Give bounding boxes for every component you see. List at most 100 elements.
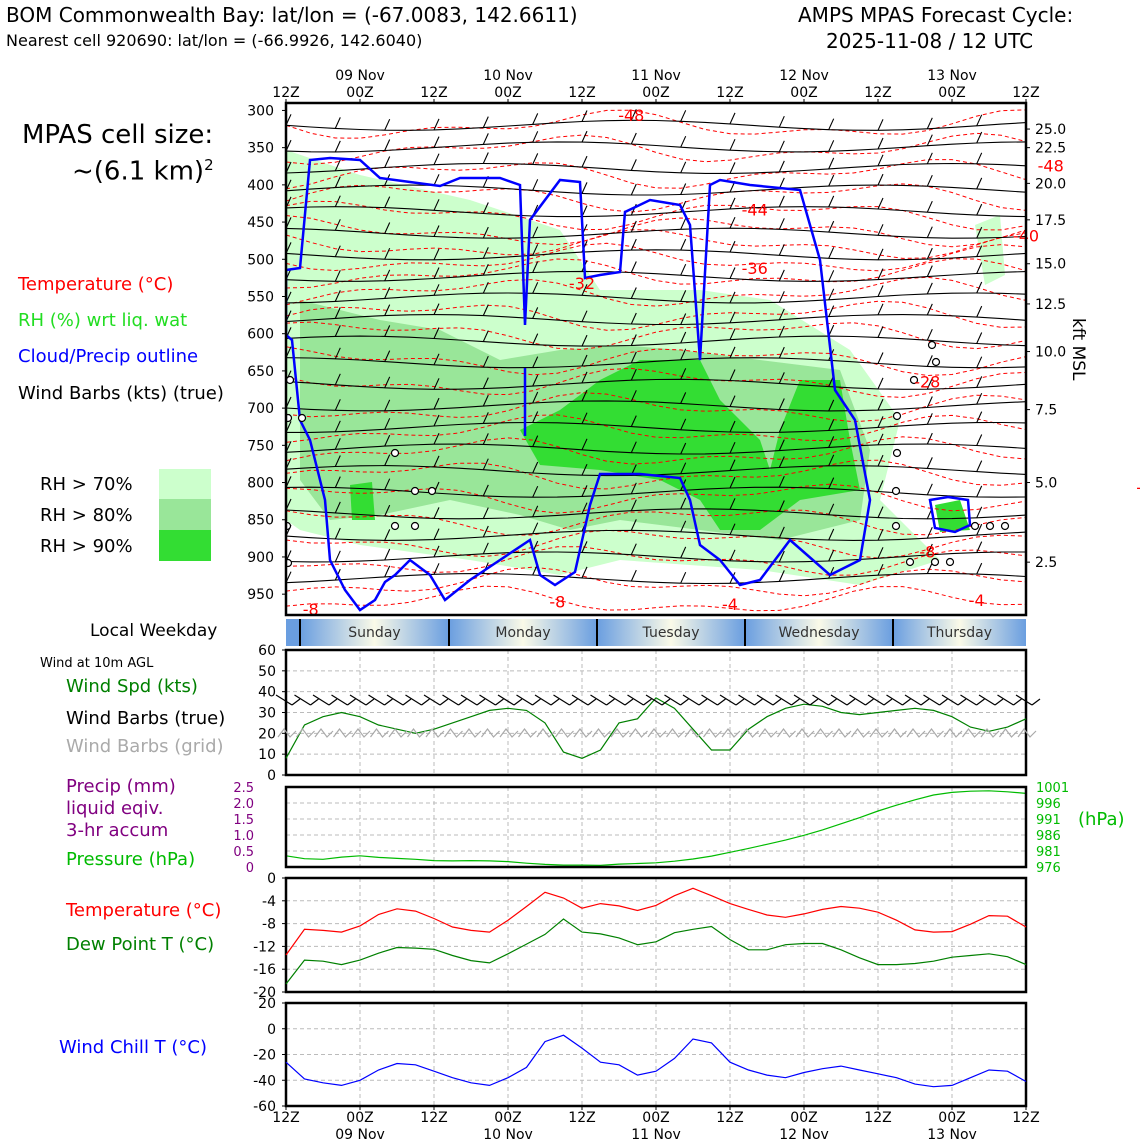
weekday-name: Monday (495, 625, 550, 641)
wind-barb (532, 333, 539, 345)
surface-wind-barb-flag (698, 698, 708, 706)
wind-barb (926, 328, 933, 341)
grid-wind-barb (370, 728, 389, 738)
pressure-tick-label: 650 (247, 364, 274, 380)
top-time-label: 12Z (864, 85, 891, 101)
wind-barb (778, 308, 785, 321)
rh90-area (935, 500, 970, 532)
temperature-contour (286, 414, 1026, 443)
temperature-contour-label: -16 (1136, 478, 1140, 497)
legend-precip-1: Precip (mm) (66, 776, 176, 797)
weekday-band (893, 619, 1026, 646)
wind-barb (778, 456, 785, 468)
grid-wind-barb (980, 728, 1000, 738)
wind-barb (828, 288, 835, 301)
surface-wind-barb (775, 694, 792, 706)
wind-barb (630, 415, 637, 427)
wind-barb (828, 157, 835, 170)
wind-barb (433, 199, 440, 211)
wind-barb (482, 226, 489, 239)
wind-barb-staff (286, 335, 1026, 347)
temp-panel-frame (284, 876, 1028, 994)
wind-panel-ytick-label: 20 (258, 726, 276, 742)
wind-barb (926, 247, 933, 260)
temp-panel-ytick-label: -20 (253, 985, 276, 1001)
pressure-tick-label: 450 (247, 215, 274, 231)
calm-wind-circle (927, 340, 937, 350)
wind-barb (384, 287, 391, 299)
wind-barb (482, 330, 489, 342)
bottom-time-label: 12Z (864, 1110, 891, 1126)
calm-wind-circle (297, 413, 307, 423)
wind-barb (581, 541, 588, 553)
wind-barb (433, 545, 440, 558)
surface-wind-barb (553, 694, 570, 706)
wind-barb (976, 485, 983, 498)
wind-barb (729, 240, 736, 253)
pressure-line (285, 790, 1027, 867)
rh90-area (350, 482, 375, 520)
wind-barb (384, 504, 391, 517)
wind-barb (778, 291, 785, 303)
surface-wind-barb (405, 694, 422, 706)
wind-barb (384, 376, 391, 389)
windchill-line (285, 1034, 1027, 1088)
wind-barb (482, 542, 489, 555)
weekday-band (745, 619, 893, 646)
bottom-time-label: 12Z (420, 1110, 447, 1126)
legend-wind-barbs-grid: Wind Barbs (grid) (66, 736, 224, 757)
surface-wind-barb (849, 694, 866, 706)
wind-barb (680, 135, 687, 148)
grid-wind-barb (1017, 728, 1037, 738)
wind-barb (778, 500, 785, 512)
wind-barb (384, 325, 391, 337)
pressure-tick-label: 300 (247, 103, 274, 119)
cross-section-panel: -48-52-48-44-40-36-32-28-24-20-16-12-8-8… (247, 99, 1140, 619)
wind-barb (680, 497, 687, 510)
kft-tick-label: 5.0 (1035, 476, 1057, 492)
top-date-label: 13 Nov (927, 68, 977, 84)
wind-barb (581, 502, 588, 514)
weekday-band (597, 619, 745, 646)
wind-barb (433, 267, 440, 279)
surface-wind-barb (294, 694, 311, 706)
precip-pressure-panel: 2.5 1001 2.0 996 1.5 991 1.0 986 0.5 981 0 976 (233, 781, 1069, 876)
wind-barb (384, 118, 391, 131)
cloud-outline-small (928, 495, 972, 534)
wind-barb-staff (286, 573, 1026, 585)
calm-wind-circle (945, 557, 955, 567)
wind-barb (384, 269, 391, 282)
wind-barb (384, 156, 391, 168)
pressure-tick-label: 1001 (1036, 781, 1069, 796)
surface-wind-barb-flag (994, 698, 1004, 706)
wind-barb (532, 485, 539, 498)
windchill-panel-ytick-label: 20 (258, 996, 276, 1012)
wind-barb (334, 159, 341, 172)
kft-tick-label: 10.0 (1035, 345, 1066, 361)
wind-barb (729, 197, 736, 210)
wind-barb (433, 414, 440, 427)
weekday-label: Local Weekday (90, 621, 218, 641)
wind-barb (976, 411, 983, 423)
wind-barb (433, 353, 440, 366)
grid-wind-barb (314, 728, 334, 738)
pressure-tick-label: 991 (1036, 813, 1061, 828)
bottom-time-label: 00Z (790, 1110, 817, 1126)
kft-tick-label: 22.5 (1035, 141, 1066, 157)
temperature-contour (286, 483, 1026, 514)
wind-barb (926, 117, 933, 130)
wind-barb (334, 307, 341, 319)
pressure-tick-label: 700 (247, 401, 274, 417)
wind-panel-ytick-label: 30 (258, 706, 276, 722)
surface-wind-barb (516, 694, 533, 706)
surface-wind-barb (904, 694, 922, 706)
temp-panel-ytick-label: -16 (253, 962, 276, 978)
grid-wind-barb (851, 728, 870, 738)
surface-wind-barb-flag (384, 698, 393, 706)
wind-barb (482, 394, 489, 407)
temperature-contour-label: -8 (549, 593, 565, 612)
wind-barb (828, 118, 835, 130)
wind-barb (828, 503, 835, 516)
calm-wind-circle (985, 521, 995, 531)
